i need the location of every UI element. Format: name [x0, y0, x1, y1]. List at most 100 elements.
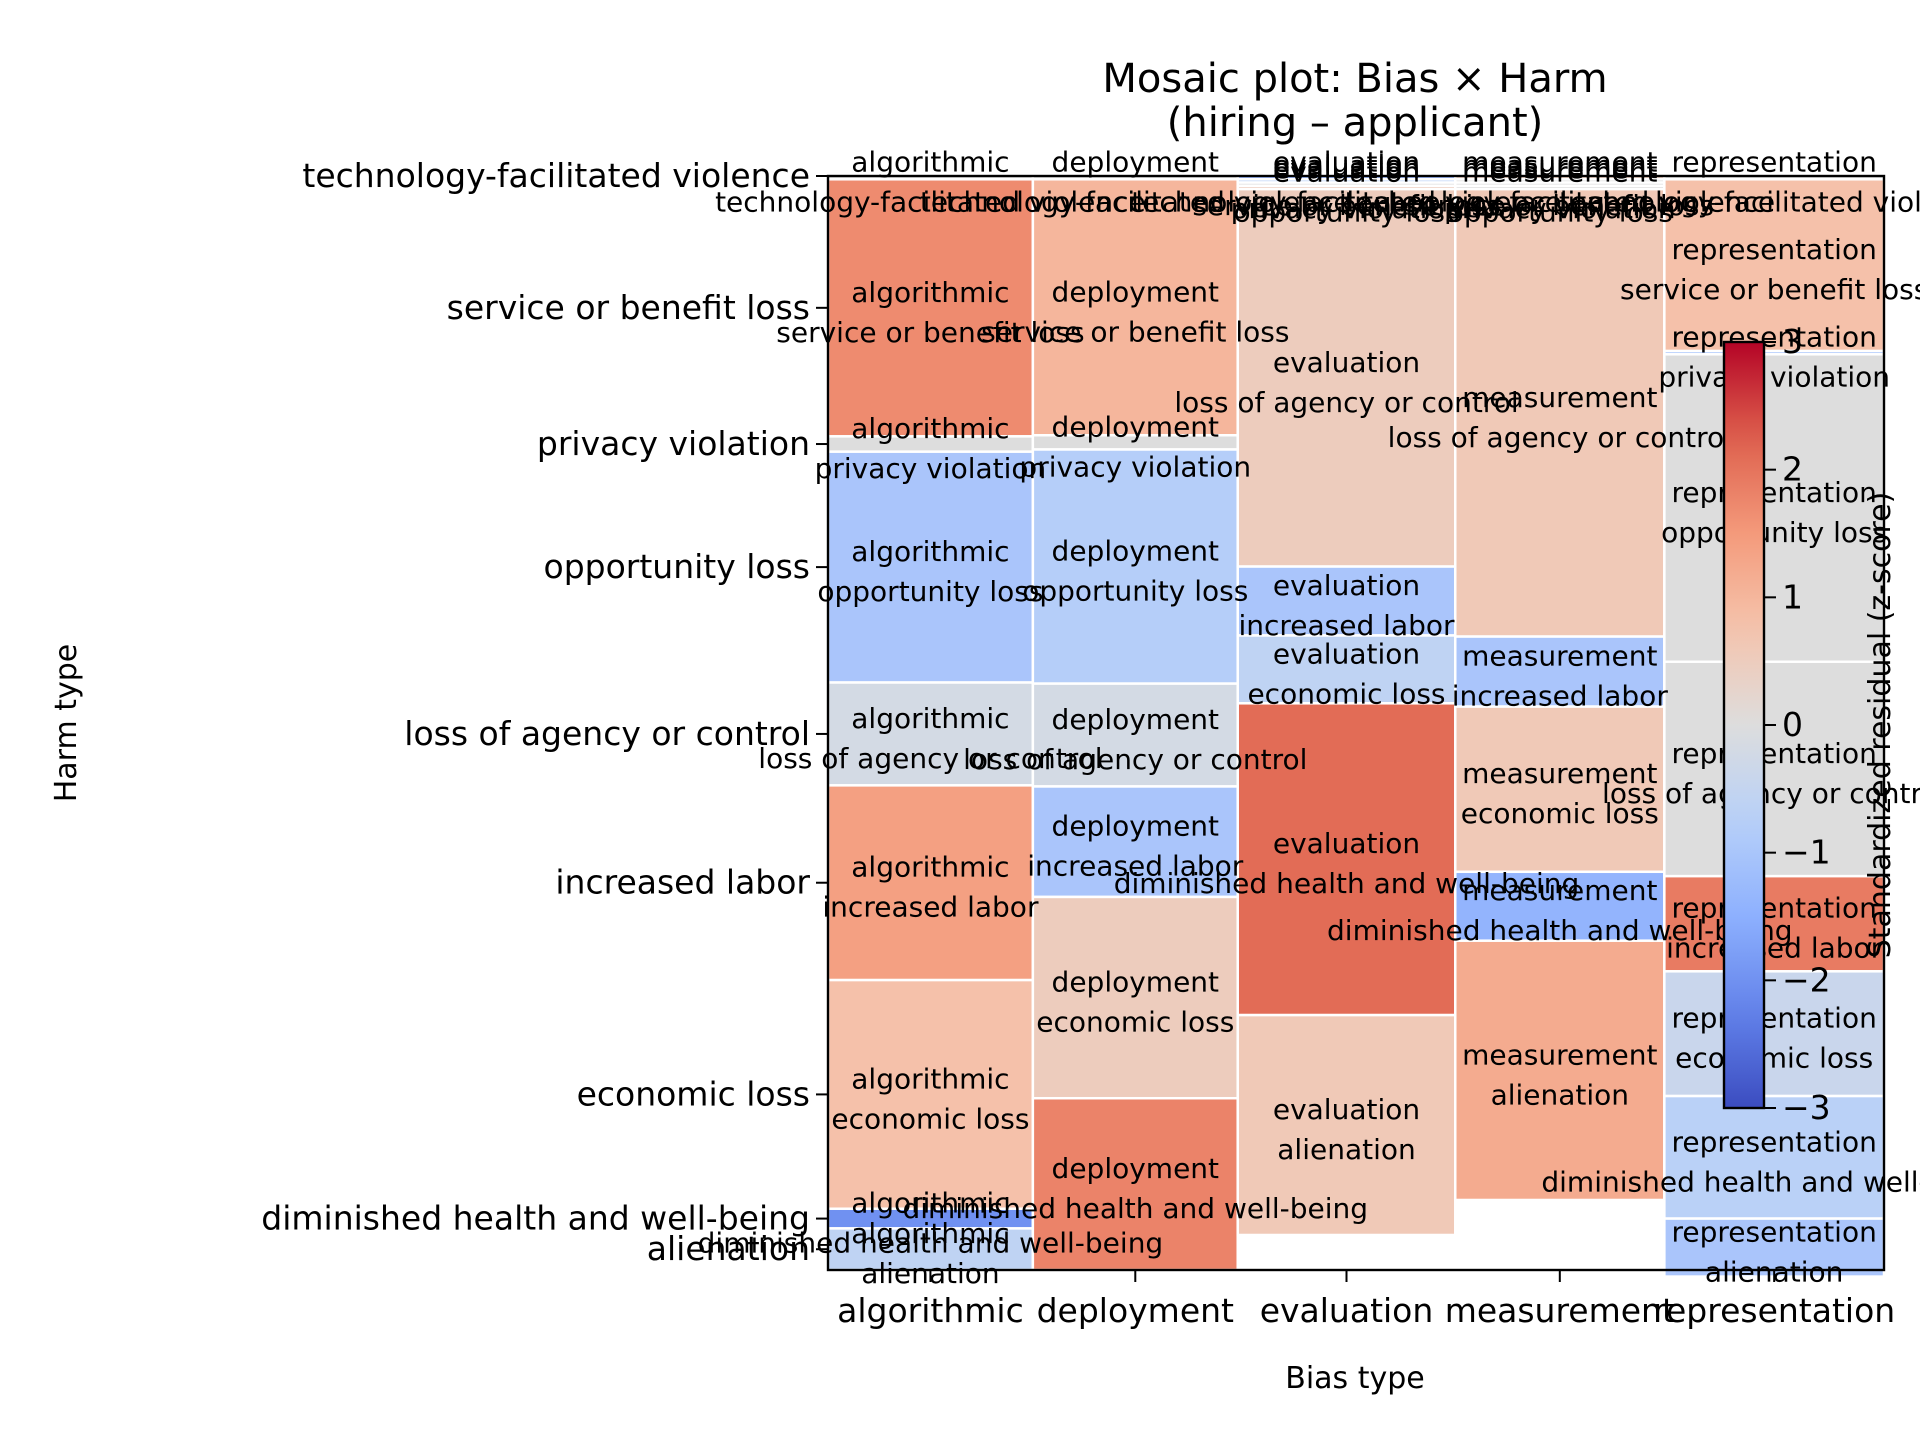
mosaic-tile [1236, 634, 1457, 705]
y-tick-label: loss of agency or control [404, 714, 810, 753]
tile-label-bias: representation [1671, 737, 1876, 770]
tile-label-bias: algorithmic [851, 702, 1009, 735]
tile-label-harm: opportunity loss [1022, 575, 1248, 608]
tile-label-bias: algorithmic [851, 1217, 1009, 1250]
tile-label-bias: deployment [1052, 535, 1220, 568]
tile-label-bias: deployment [1052, 146, 1220, 179]
tile-label-bias: evaluation [1273, 155, 1420, 188]
tile-label-bias: deployment [1052, 966, 1220, 999]
tile-label-harm: economic loss [1675, 1042, 1873, 1075]
tile-label-bias: evaluation [1273, 346, 1420, 379]
tile-label-bias: deployment [1052, 810, 1220, 843]
tile-label-bias: measurement [1462, 381, 1657, 414]
tile-label-bias: evaluation [1273, 827, 1420, 860]
tile-label-harm: loss of agency or control [963, 743, 1307, 776]
tile-label-bias: measurement [1462, 155, 1657, 188]
x-axis-label: Bias type [1285, 1361, 1424, 1396]
tile-label-harm: privacy violation [1658, 361, 1890, 394]
tile-label-bias: representation [1671, 476, 1876, 509]
tile-label-bias: deployment [1052, 1152, 1220, 1185]
tile-label-harm: privacy violation [1231, 192, 1463, 225]
tile-label-bias: evaluation [1273, 569, 1420, 602]
mosaic-tile [1663, 353, 1886, 663]
tile-label-harm: diminished health and well-being [698, 1227, 1164, 1260]
tile-label-bias: algorithmic [851, 412, 1009, 445]
tile-label-harm: increased labor [1027, 850, 1244, 883]
tile-label-bias: measurement [1462, 757, 1657, 790]
y-axis-label: Harm type [49, 644, 84, 803]
tile-label-bias: measurement [1462, 1038, 1657, 1071]
tile-label-bias: evaluation [1273, 1093, 1420, 1126]
tile-label-harm: diminished health and well-being [1541, 1165, 1920, 1198]
mosaic-tile-labels: algorithmic technology-facilitated violen… [698, 146, 1920, 1291]
mosaic-tiles [826, 174, 1886, 1278]
tile-label-bias: deployment [1052, 275, 1220, 308]
tile-label-harm: service or benefit loss [981, 315, 1289, 348]
tile-label-harm: economic loss [1461, 797, 1659, 830]
tile-label-bias: measurement [1462, 146, 1657, 179]
tile-label-harm: technology-facilitated violence [715, 186, 1146, 219]
tile-label-harm: diminished health and well-being [1114, 867, 1580, 900]
tile-label-harm: technology-facilitated violence [1344, 186, 1775, 219]
tile-label-harm: opportunity loss [1661, 516, 1887, 549]
tile-label-bias: representation [1671, 1125, 1876, 1158]
tile-label-bias: algorithmic [851, 276, 1009, 309]
x-tick-label: representation [1653, 1291, 1895, 1330]
colorbar-tick-label: 2 [1782, 450, 1803, 489]
tile-label-harm: increased labor [1452, 680, 1669, 713]
mosaic-tile [1454, 187, 1666, 638]
mosaic-tile [1663, 660, 1886, 878]
tile-label-harm: technology-facilitated violence [1559, 186, 1920, 219]
tile-label-harm: economic loss [1247, 677, 1445, 710]
mosaic-tile [1454, 870, 1666, 942]
colorbar: 3 2 1 0 −1 −2 −3 Standardized residual (z-score… [1722, 322, 1898, 1127]
colorbar-label: Standardized residual (z-score) [1863, 492, 1898, 959]
y-axis: technology-facilitated violence service o… [261, 156, 828, 1268]
colorbar-tick-label: 1 [1782, 577, 1803, 616]
tile-label-harm: loss of agency or control [758, 742, 1102, 775]
y-tick-label: opportunity loss [544, 547, 810, 586]
tile-label-bias: measurement [1462, 874, 1657, 907]
colorbar-gradient [1722, 340, 1766, 1110]
tile-label-bias: representation [1671, 321, 1876, 354]
tile-label-bias: deployment [1052, 703, 1220, 736]
tile-label-harm: privacy violation [815, 452, 1047, 485]
tile-label-bias: deployment [1052, 410, 1220, 443]
tile-label-harm: technology-facilitated violence [1131, 186, 1562, 219]
colorbar-tick-label: −3 [1782, 1088, 1831, 1127]
tile-label-harm: opportunity loss [817, 575, 1043, 608]
tile-label-bias: algorithmic [851, 535, 1009, 568]
tile-label-bias: representation [1671, 1002, 1876, 1035]
tile-label-harm: loss of agency or control [1174, 386, 1518, 419]
colorbar-tick-label: 3 [1782, 322, 1803, 361]
y-tick-label: diminished health and well-being [261, 1199, 810, 1238]
tile-label-harm: alienation [1277, 1133, 1415, 1166]
colorbar-tick-label: −1 [1782, 833, 1831, 872]
y-tick-label: economic loss [577, 1074, 810, 1113]
colorbar-tick-label: 0 [1782, 705, 1803, 744]
x-tick-label: evaluation [1260, 1291, 1434, 1330]
tile-label-harm: privacy violation [1444, 192, 1676, 225]
tile-label-harm: diminished health and well-being [1327, 914, 1793, 947]
y-tick-label: service or benefit loss [447, 288, 810, 327]
tile-label-harm: economic loss [1036, 1006, 1234, 1039]
y-tick-label: privacy violation [537, 424, 810, 463]
tile-label-bias: evaluation [1273, 146, 1420, 179]
tile-label-bias: measurement [1462, 640, 1657, 673]
tile-label-bias: representation [1671, 1216, 1876, 1249]
mosaic-tile [1663, 178, 1886, 353]
tile-label-harm: privacy violation [1019, 450, 1251, 483]
tile-label-harm: loss of agency or control [1388, 421, 1732, 454]
tile-label-bias: evaluation [1273, 637, 1420, 670]
tile-label-harm: service or benefit loss [1406, 189, 1714, 222]
plot-frame [826, 174, 1886, 1272]
chart-title-line: (hiring – applicant) [1167, 100, 1543, 146]
tile-label-harm: increased labor [822, 891, 1039, 924]
chart-title-line: Mosaic plot: Bias × Harm [1102, 56, 1607, 102]
mosaic-tile [1454, 705, 1666, 874]
chart-title: Mosaic plot: Bias × Harm(hiring – applic… [1102, 56, 1607, 146]
tile-label-harm: opportunity loss [1233, 195, 1459, 228]
tile-label-harm: technology-facilitated violence [920, 186, 1351, 219]
tile-label-harm: increased labor [1666, 932, 1883, 965]
